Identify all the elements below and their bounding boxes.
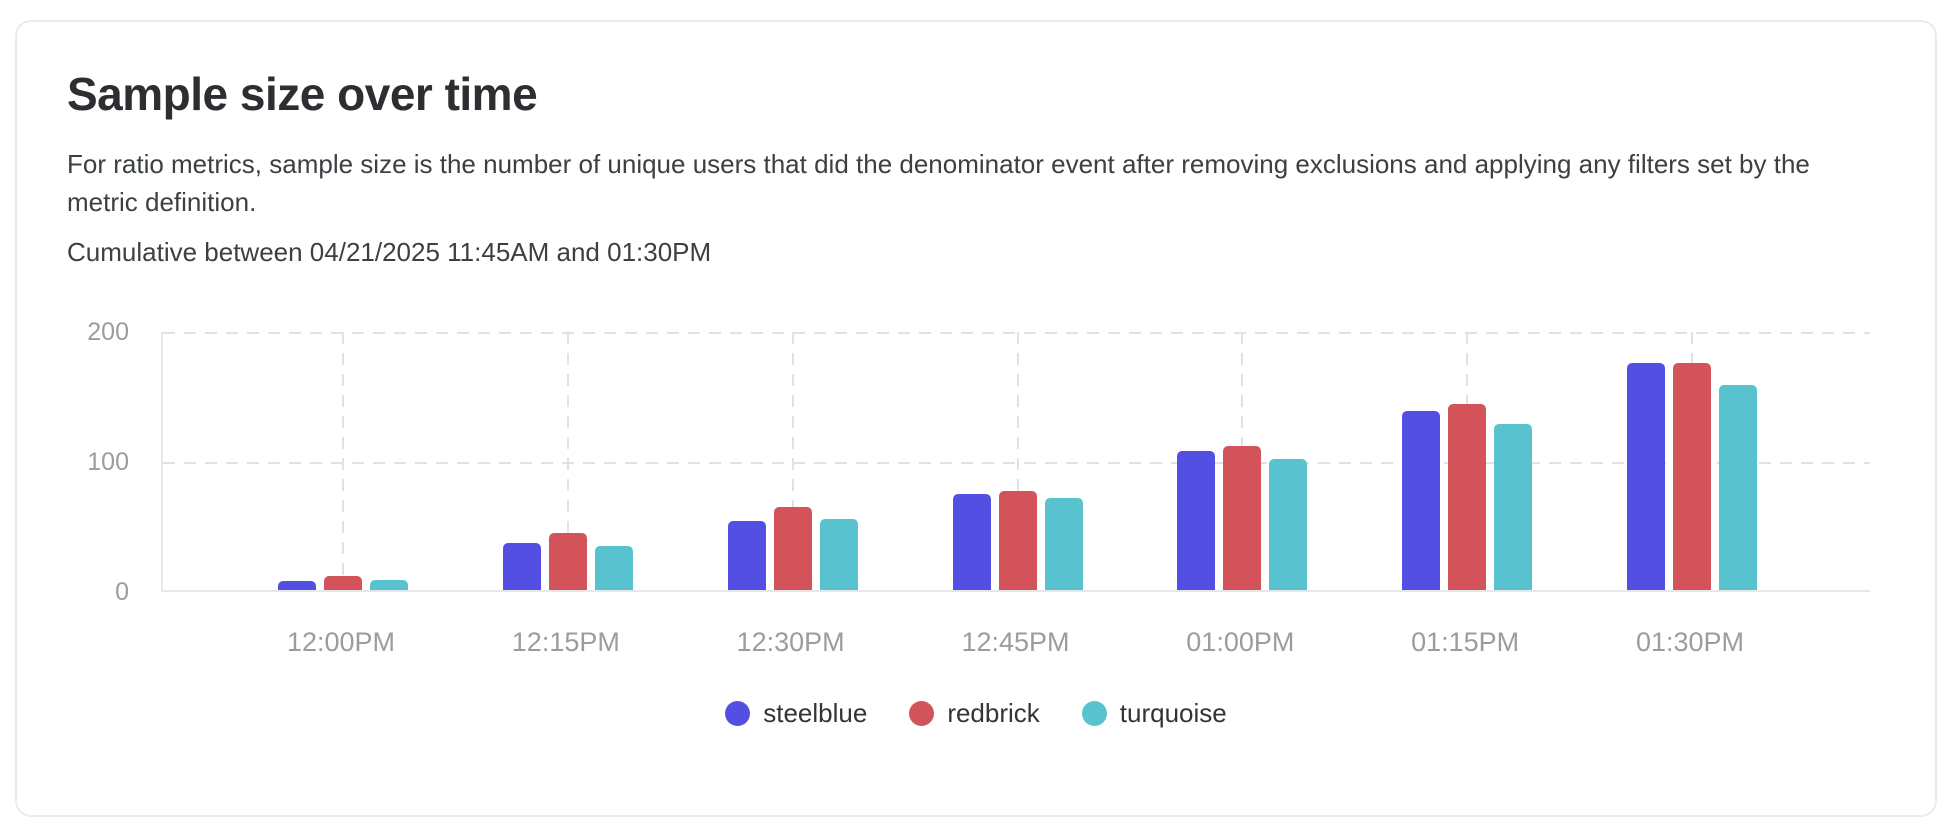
gridline-x-12:00PM [342, 332, 344, 590]
y-axis-tick-label: 0 [115, 578, 129, 606]
x-axis-tick-label: 01:30PM [1635, 627, 1745, 657]
gridline-x-12:15PM [566, 332, 569, 590]
legend-item-steelblue[interactable]: steelblue [725, 698, 867, 729]
legend-label: redbrick [947, 698, 1040, 728]
legend-marker-icon [909, 701, 935, 726]
chart-date-range: Cumulative between 04/21/2025 11:45AM an… [67, 236, 712, 267]
plot-area [161, 332, 1870, 592]
bar-steelblue-12:15PM[interactable] [502, 543, 541, 590]
bar-turquoise-01:00PM[interactable] [1269, 458, 1308, 590]
bar-steelblue-01:30PM[interactable] [1627, 362, 1665, 590]
bar-group-12:45PM [952, 491, 1083, 590]
x-axis-tick-label: 12:00PM [286, 627, 396, 657]
bar-steelblue-01:15PM[interactable] [1402, 410, 1441, 590]
legend-label: turquoise [1119, 698, 1227, 728]
legend-item-turquoise[interactable]: turquoise [1081, 698, 1227, 729]
y-axis-tick-label: 200 [87, 318, 129, 346]
bar-group-12:30PM [727, 506, 858, 590]
x-axis-tick-label: 12:45PM [961, 627, 1070, 657]
card-header: Sample size over time For ratio metrics,… [17, 22, 1935, 271]
page-title: Sample size over time [67, 68, 538, 120]
bar-redbrick-12:00PM[interactable] [324, 575, 362, 590]
gridline-x-12:30PM [791, 332, 794, 590]
bar-redbrick-12:15PM[interactable] [548, 532, 587, 590]
bar-group-12:15PM [502, 532, 633, 590]
legend-marker-icon [725, 701, 751, 726]
x-axis-tick-label: 01:00PM [1186, 627, 1295, 657]
bar-group-01:00PM [1177, 445, 1308, 590]
bar-group-12:00PM [278, 575, 408, 590]
legend-item-redbrick[interactable]: redbrick [909, 698, 1040, 729]
bar-steelblue-12:30PM[interactable] [727, 521, 766, 590]
bar-redbrick-12:45PM[interactable] [998, 491, 1037, 590]
x-axis-tick-label: 12:15PM [511, 627, 620, 657]
bar-redbrick-01:15PM[interactable] [1448, 404, 1487, 590]
gridline-x-12:45PM [1016, 332, 1019, 590]
y-axis-tick-label: 100 [87, 448, 129, 476]
legend-marker-icon [1081, 701, 1107, 726]
legend-label: steelblue [763, 698, 868, 728]
chart-legend: steelblue redbrick turquoise [17, 698, 1935, 729]
bar-group-01:30PM [1627, 362, 1757, 590]
bar-chart: steelblue redbrick turquoise 0 100 200 12:00P… [17, 22, 1935, 815]
bar-steelblue-12:00PM[interactable] [278, 580, 316, 590]
x-axis-tick-label: 01:15PM [1411, 627, 1520, 657]
bar-turquoise-12:00PM[interactable] [370, 579, 408, 590]
bar-turquoise-01:15PM[interactable] [1494, 423, 1533, 590]
bar-group-01:15PM [1402, 404, 1533, 590]
bar-turquoise-12:30PM[interactable] [819, 518, 858, 590]
bar-redbrick-12:30PM[interactable] [773, 506, 812, 590]
chart-card: Sample size over time For ratio metrics,… [15, 20, 1937, 817]
x-axis-tick-label: 12:30PM [736, 627, 845, 657]
bar-redbrick-01:00PM[interactable] [1223, 445, 1262, 590]
bar-steelblue-01:00PM[interactable] [1177, 450, 1216, 590]
bar-turquoise-01:30PM[interactable] [1719, 384, 1757, 590]
bar-steelblue-12:45PM[interactable] [952, 493, 991, 590]
bar-turquoise-12:15PM[interactable] [594, 545, 633, 590]
bar-turquoise-12:45PM[interactable] [1044, 497, 1083, 590]
chart-description: For ratio metrics, sample size is the nu… [67, 148, 1810, 217]
bar-redbrick-01:30PM[interactable] [1673, 362, 1711, 590]
